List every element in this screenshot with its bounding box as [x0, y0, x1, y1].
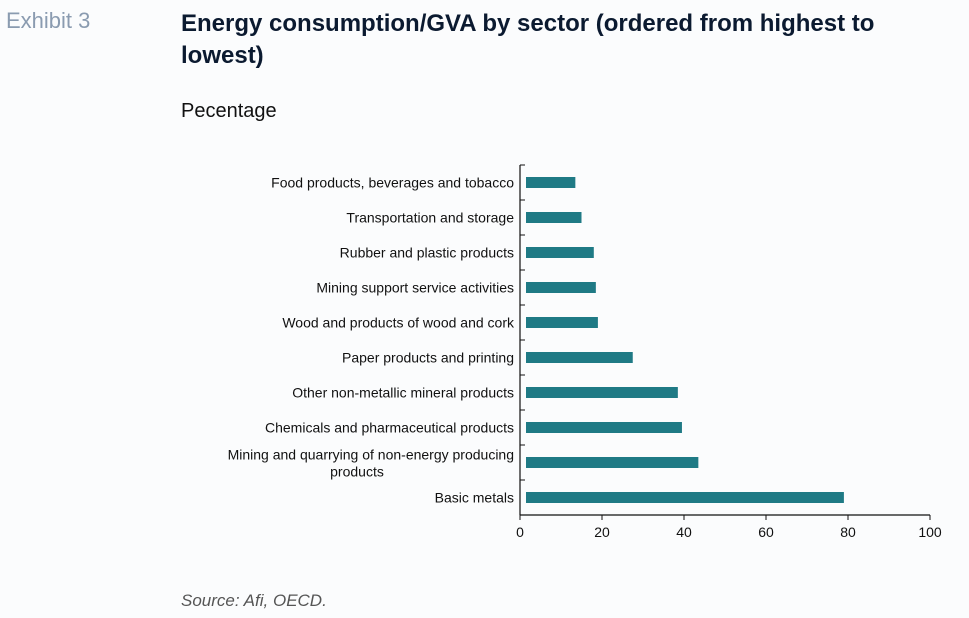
x-tick-label: 20: [594, 524, 610, 540]
category-label: Transportation and storage: [346, 210, 514, 226]
bar: [526, 247, 594, 258]
bar: [526, 282, 596, 293]
category-labels-group: Food products, beverages and tobacco Tran…: [228, 175, 515, 506]
bar: [526, 352, 633, 363]
category-label: Chemicals and pharmaceutical products: [265, 420, 514, 436]
category-label: Rubber and plastic products: [340, 245, 514, 261]
exhibit-label: Exhibit 3: [6, 8, 91, 33]
x-tick-label: 100: [918, 524, 942, 540]
axes-group: 0 20 40 60 80 100: [516, 164, 942, 540]
x-tick-label: 40: [676, 524, 692, 540]
source-note: Source: Afi, OECD.: [181, 591, 327, 610]
category-label: Mining and quarrying of non-energy produ…: [228, 447, 514, 480]
bar: [526, 212, 582, 223]
bar: [526, 492, 844, 503]
category-label: Wood and products of wood and cork: [282, 315, 515, 331]
chart-subtitle: Pecentage: [181, 100, 277, 122]
bar: [526, 457, 699, 468]
x-tick-label: 80: [840, 524, 856, 540]
bar: [526, 387, 678, 398]
category-label: Mining support service activities: [316, 280, 514, 296]
bar: [526, 177, 576, 188]
bar: [526, 422, 682, 433]
x-tick-label: 0: [516, 524, 524, 540]
x-tick-label: 60: [758, 524, 774, 540]
bars-group: [526, 177, 844, 503]
chart-title: Energy consumption/GVA by sector (ordere…: [181, 10, 875, 69]
category-label: Basic metals: [435, 490, 514, 506]
bar: [526, 317, 598, 328]
category-label: Other non-metallic mineral products: [292, 385, 514, 401]
category-label: Food products, beverages and tobacco: [271, 175, 514, 191]
category-label: Paper products and printing: [342, 350, 514, 366]
